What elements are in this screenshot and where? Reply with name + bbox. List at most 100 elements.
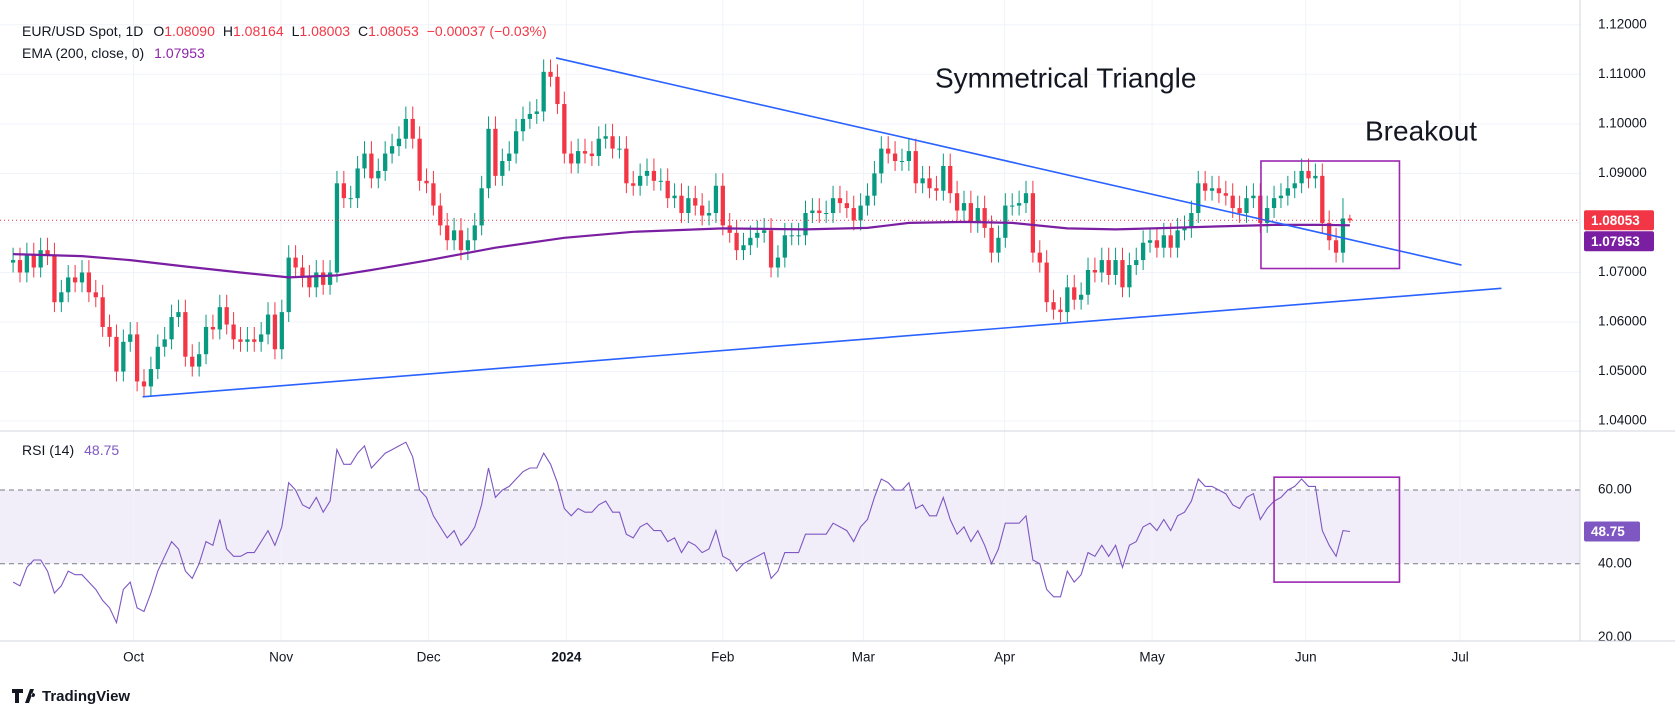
candle-body (24, 255, 30, 273)
candle-body (803, 213, 808, 236)
candle-body (941, 165, 946, 191)
candle-body (954, 193, 960, 211)
candle-body (596, 138, 601, 157)
change: −0.00037 (−0.03%) (427, 23, 547, 39)
candle-body (1016, 203, 1022, 206)
candle-body (507, 153, 512, 162)
x-tick-label: May (1139, 650, 1165, 665)
candle-body (879, 148, 884, 174)
ema-tag (1584, 231, 1654, 252)
x-tick-label: Feb (711, 650, 734, 665)
candle-body (1134, 260, 1139, 266)
candle-body (445, 225, 450, 241)
candle-body (38, 250, 43, 268)
candle-body (906, 151, 911, 162)
candle-body (1010, 205, 1015, 207)
x-tick-label: Oct (123, 650, 144, 665)
candle-body (1065, 287, 1070, 313)
candle-body (693, 198, 698, 206)
candle-body (183, 312, 188, 357)
candle-body (114, 336, 119, 372)
rsi-legend: RSI (14) 48.75 (22, 442, 119, 458)
candle-body (376, 170, 381, 179)
candle-body (624, 148, 629, 184)
candle-body (1161, 235, 1166, 248)
symbol: EUR/USD Spot, 1D (22, 23, 143, 39)
candle-body (713, 185, 719, 214)
candle-body (66, 277, 71, 293)
plot: 1.040001.050001.060001.070001.080001.090… (0, 16, 1654, 665)
candle-body (782, 235, 787, 258)
candle-body (858, 205, 863, 221)
candle-body (658, 180, 663, 182)
ohlc-value: 1.08164 (233, 23, 284, 39)
candle-body (651, 170, 657, 181)
ohlc-key: C (358, 23, 368, 39)
candle-body (686, 198, 691, 214)
price-tag-label: 1.08053 (1591, 213, 1640, 228)
rsi-box (1273, 476, 1401, 583)
logo: TradingView (12, 688, 130, 705)
candle-body (975, 208, 980, 223)
candle-body (169, 317, 174, 340)
trend-line (142, 287, 1502, 398)
candle-body (1154, 240, 1160, 248)
candle-body (10, 260, 16, 263)
candle-body (844, 203, 849, 209)
candle-body (961, 203, 967, 211)
candle-body (1313, 175, 1318, 179)
candle-body (59, 292, 64, 303)
candle-body (755, 232, 760, 238)
candle-body (417, 138, 422, 181)
candle-body (555, 76, 560, 105)
candle-body (541, 71, 546, 112)
candle-body (1030, 193, 1036, 253)
candle-body (617, 148, 622, 150)
candle-body (610, 136, 615, 149)
candle-body (1340, 218, 1346, 253)
candle-body (493, 128, 498, 176)
candle-body (134, 334, 140, 382)
x-tick-label: Dec (417, 650, 441, 665)
candle-body (245, 339, 250, 342)
candle-body (920, 178, 925, 184)
candle-body (582, 151, 588, 154)
candle-body (748, 237, 753, 246)
candle-body (1333, 240, 1339, 253)
ohlc-key: L (292, 23, 300, 39)
candle-body (355, 168, 360, 199)
candle-body (562, 104, 567, 154)
candle-body (1306, 170, 1311, 179)
candle-body (817, 210, 822, 214)
candle-body (631, 183, 636, 186)
candle-body (431, 183, 436, 206)
rsi-label: RSI (14) (22, 442, 74, 458)
price-tag (1584, 210, 1654, 231)
candle-body (1072, 287, 1077, 300)
candle-body (899, 161, 905, 163)
brand: TradingView (42, 688, 130, 705)
candle-body (527, 113, 533, 119)
candle-body (383, 153, 388, 171)
candle-body (700, 205, 705, 216)
candle-body (1265, 208, 1270, 223)
candle-body (121, 341, 126, 372)
candle-body (1203, 183, 1208, 191)
candle-body (190, 356, 195, 367)
x-tick-label: Jul (1451, 650, 1468, 665)
candle-body (162, 339, 167, 347)
candle-body (321, 272, 326, 285)
y-tick-label: 1.12000 (1598, 16, 1647, 31)
rsi-band (0, 490, 1580, 564)
candle-body (210, 326, 216, 330)
y-tick-label: 1.06000 (1598, 314, 1647, 329)
candle-body (486, 128, 491, 189)
candle-body (307, 277, 312, 288)
candle-body (327, 272, 333, 285)
candle-body (1147, 240, 1153, 243)
candle-body (500, 161, 505, 176)
candle-body (1237, 208, 1242, 214)
y-tick-label: 20.00 (1598, 629, 1632, 644)
candle-body (389, 146, 395, 154)
